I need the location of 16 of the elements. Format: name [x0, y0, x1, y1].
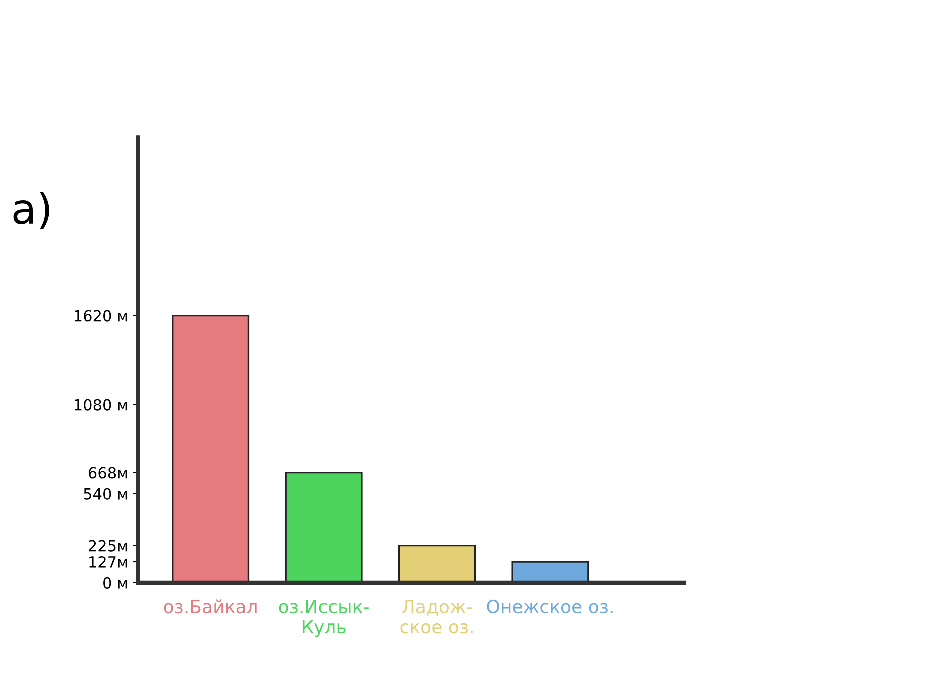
y-tick-label: 1620 м	[75, 310, 128, 322]
y-tick-label: 668м	[88, 467, 128, 479]
text: а)	[14, 192, 50, 230]
bar	[512, 561, 590, 583]
bar	[285, 472, 363, 583]
x-tick-label: оз.Иссык- Куль	[279, 600, 369, 638]
y-tick-label: 540 м	[84, 488, 128, 500]
y-tick-label: 1080 м	[75, 399, 128, 411]
bar	[172, 314, 250, 583]
x-tick-label: Онежское оз.	[487, 600, 613, 614]
x-tick-label: оз.Байкал	[164, 600, 257, 614]
y-tick-label: 127м	[90, 556, 128, 568]
bar	[398, 544, 476, 583]
y-tick-label: 225м	[89, 540, 128, 552]
x-tick-label: Ладож- ское оз.	[400, 600, 473, 634]
y-tick-label: 0 м	[104, 577, 128, 589]
